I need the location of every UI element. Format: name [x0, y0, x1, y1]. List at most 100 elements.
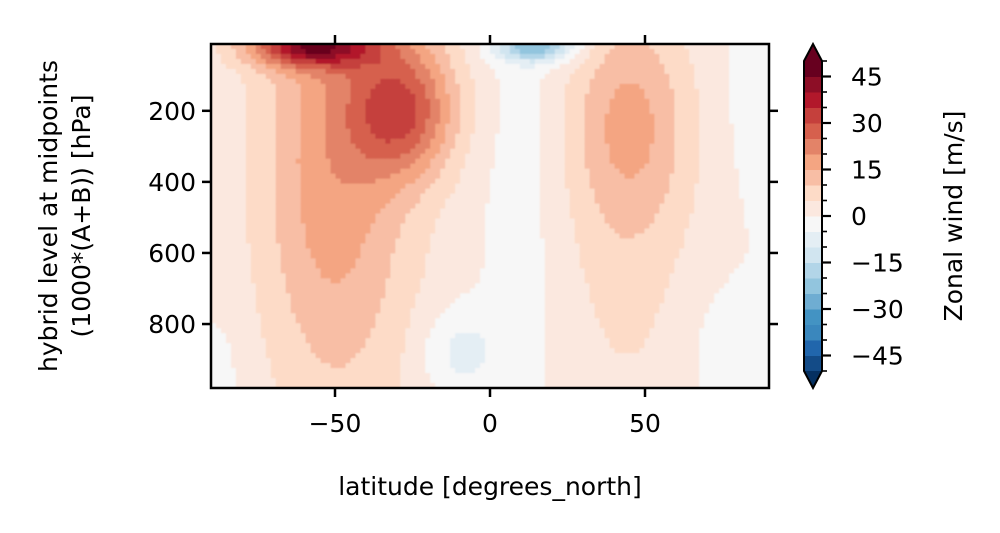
contour-cell: [440, 173, 446, 180]
contour-cell: [485, 138, 491, 145]
contour-cell: [385, 288, 391, 294]
contour-cell: [220, 233, 227, 240]
contour-cell: [350, 123, 357, 130]
contour-cell: [415, 163, 421, 170]
contour-cell: [490, 368, 496, 374]
contour-cell: [255, 253, 262, 259]
contour-cell: [494, 133, 501, 140]
contour-cell: [375, 293, 381, 299]
contour-cell: [215, 253, 222, 259]
contour-cell: [494, 378, 501, 384]
contour-cell: [460, 198, 466, 205]
contour-cell: [519, 378, 526, 384]
contour-cell: [435, 348, 441, 354]
contour-cell: [509, 63, 516, 70]
contour-cell: [340, 233, 347, 240]
contour-cell: [554, 153, 561, 160]
contour-cell: [480, 218, 486, 225]
contour-cell: [534, 258, 541, 264]
contour-cell: [245, 213, 252, 220]
contour-cell: [275, 253, 282, 259]
contour-cell: [480, 88, 486, 95]
contour-cell: [539, 243, 546, 250]
contour-cell: [400, 138, 406, 145]
contour-cell: [509, 78, 516, 85]
contour-cell: [260, 183, 267, 190]
contour-cell: [230, 123, 237, 130]
contour-cell: [380, 53, 386, 60]
contour-cell: [499, 338, 506, 344]
contour-cell: [490, 378, 496, 384]
contour-cell: [509, 98, 516, 105]
contour-cell: [330, 58, 337, 65]
contour-cell: [480, 323, 486, 329]
contour-cell: [211, 243, 217, 250]
contour-cell: [445, 233, 451, 240]
contour-cell: [230, 338, 237, 344]
contour-cell: [260, 213, 267, 220]
contour-cell: [260, 253, 267, 259]
contour-cell: [255, 363, 262, 369]
contour-cell: [509, 288, 516, 294]
contour-cell: [435, 163, 441, 170]
contour-cell: [405, 118, 411, 125]
contour-cell: [270, 298, 277, 304]
contour-cell: [380, 298, 386, 304]
contour-cell: [450, 88, 456, 95]
contour-cell: [265, 213, 272, 220]
contour-cell: [400, 118, 406, 125]
contour-cell: [260, 193, 267, 200]
contour-cell: [285, 318, 292, 324]
contour-cell: [340, 108, 347, 115]
contour-cell: [549, 168, 556, 175]
contour-cell: [499, 108, 506, 115]
contour-cell: [485, 378, 491, 384]
contour-cell: [509, 333, 516, 339]
contour-cell: [315, 93, 322, 100]
contour-cell: [211, 73, 217, 80]
contour-cell: [395, 333, 401, 339]
contour-cell: [569, 108, 576, 115]
contour-cell: [240, 253, 247, 259]
contour-cell: [490, 103, 496, 110]
contour-cell: [445, 78, 451, 85]
contour-cell: [514, 183, 521, 190]
contour-cell: [534, 48, 541, 55]
contour-cell: [415, 158, 421, 165]
contour-cell: [524, 373, 531, 379]
contour-cell: [435, 318, 441, 324]
contour-cell: [300, 383, 307, 388]
contour-cell: [450, 303, 456, 309]
contour-cell: [350, 273, 357, 279]
contour-cell: [245, 183, 252, 190]
contour-cell: [435, 213, 441, 220]
contour-cell: [480, 248, 486, 254]
contour-cell: [494, 63, 501, 70]
contour-cell: [435, 308, 441, 314]
contour-cell: [325, 48, 332, 55]
contour-cell: [350, 358, 357, 364]
contour-cell: [250, 218, 257, 225]
contour-cell: [345, 178, 352, 185]
contour-cell: [380, 363, 386, 369]
contour-cell: [410, 263, 416, 269]
contour-cell: [315, 348, 322, 354]
contour-cell: [330, 53, 337, 60]
contour-cell: [355, 223, 362, 230]
contour-cell: [285, 258, 292, 264]
contour-cell: [430, 223, 436, 230]
contour-cell: [430, 68, 436, 75]
contour-cell: [270, 238, 277, 245]
contour-cell: [460, 293, 466, 299]
contour-cell: [375, 163, 381, 170]
contour-cell: [440, 153, 446, 160]
contour-cell: [534, 208, 541, 215]
contour-cell: [305, 183, 312, 190]
contour-cell: [340, 48, 347, 55]
contour-cell: [470, 188, 476, 195]
contour-cell: [445, 58, 451, 65]
contour-cell: [480, 288, 486, 294]
contour-cell: [360, 158, 367, 165]
contour-cell: [290, 293, 297, 299]
contour-cell: [405, 78, 411, 85]
